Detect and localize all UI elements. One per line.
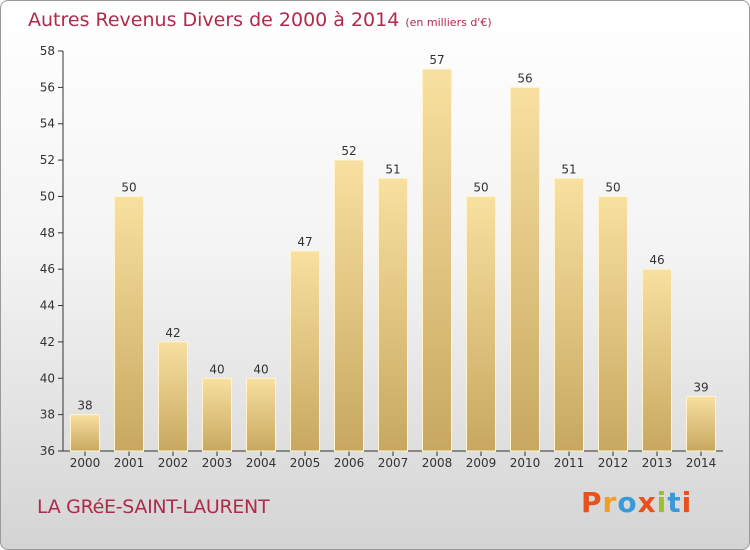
x-tick-label: 2009 (466, 456, 497, 470)
x-tick-label: 2010 (510, 456, 541, 470)
bar (158, 341, 188, 452)
bar (114, 195, 144, 452)
bar (686, 395, 716, 452)
bar (510, 86, 540, 452)
chart-title-text: Autres Revenus Divers de 2000 à 2014 (28, 9, 400, 31)
data-label: 46 (649, 253, 664, 267)
bar (378, 177, 408, 452)
x-tick-label: 2007 (378, 456, 409, 470)
y-tick-label: 56 (40, 80, 55, 94)
y-tick-label: 46 (40, 262, 55, 276)
bars (70, 68, 716, 452)
data-label: 56 (517, 71, 532, 85)
data-label: 38 (77, 399, 92, 413)
bar (554, 177, 584, 452)
y-tick-label: 50 (40, 189, 55, 203)
chart-subtitle: (en milliers d'€) (405, 16, 492, 29)
proxiti-logo: Proxiti (581, 486, 692, 519)
x-tick-label: 2012 (598, 456, 629, 470)
bar (466, 195, 496, 452)
data-label: 47 (297, 235, 312, 249)
data-label: 57 (429, 53, 444, 67)
y-tick-label: 52 (40, 153, 55, 167)
x-tick-label: 2001 (114, 456, 145, 470)
y-tick-label: 54 (40, 117, 55, 131)
y-tick-label: 38 (40, 408, 55, 422)
bar (70, 414, 100, 452)
data-label: 39 (693, 380, 708, 394)
data-label: 50 (605, 180, 620, 194)
logo-letter: x (637, 486, 657, 519)
logo-letter: t (667, 486, 682, 519)
bar (334, 159, 364, 452)
y-tick-label: 48 (40, 226, 55, 240)
data-label: 50 (473, 180, 488, 194)
x-tick-label: 2002 (158, 456, 189, 470)
bar (642, 268, 672, 452)
y-tick-label: 44 (40, 299, 55, 313)
data-label: 51 (385, 162, 400, 176)
x-tick-label: 2004 (246, 456, 277, 470)
data-labels: 38 50 42 40 40 47 52 51 57 50 56 51 50 46 39 (77, 53, 708, 412)
x-tick-label: 2000 (70, 456, 101, 470)
logo-letter: i (656, 486, 668, 519)
data-label: 40 (253, 362, 268, 376)
data-label: 52 (341, 144, 356, 158)
data-label: 51 (561, 162, 576, 176)
bar (290, 250, 320, 452)
y-tick-label: 36 (40, 444, 55, 458)
commune-name: LA GRéE-SAINT-LAURENT (37, 496, 270, 518)
x-tick-label: 2003 (202, 456, 233, 470)
x-tick-label: 2008 (422, 456, 453, 470)
y-tick-label: 42 (40, 335, 55, 349)
chart-title: Autres Revenus Divers de 2000 à 2014 (en … (28, 9, 492, 31)
bar (246, 377, 276, 452)
data-label: 40 (209, 362, 224, 376)
data-label: 42 (165, 326, 180, 340)
bar (202, 377, 232, 452)
x-tick-label: 2011 (554, 456, 585, 470)
x-tick-label: 2013 (642, 456, 673, 470)
bar (422, 68, 452, 452)
y-tick-label: 58 (40, 44, 55, 58)
x-tick-label: 2005 (290, 456, 321, 470)
logo-letter: o (617, 486, 638, 519)
y-tick-label: 40 (40, 371, 55, 385)
logo-letter: i (681, 486, 693, 519)
x-tick-label: 2014 (686, 456, 717, 470)
data-label: 50 (121, 180, 136, 194)
logo-letter: r (602, 486, 618, 519)
logo-letter: P (581, 486, 603, 519)
bar (598, 195, 628, 452)
x-tick-label: 2006 (334, 456, 365, 470)
